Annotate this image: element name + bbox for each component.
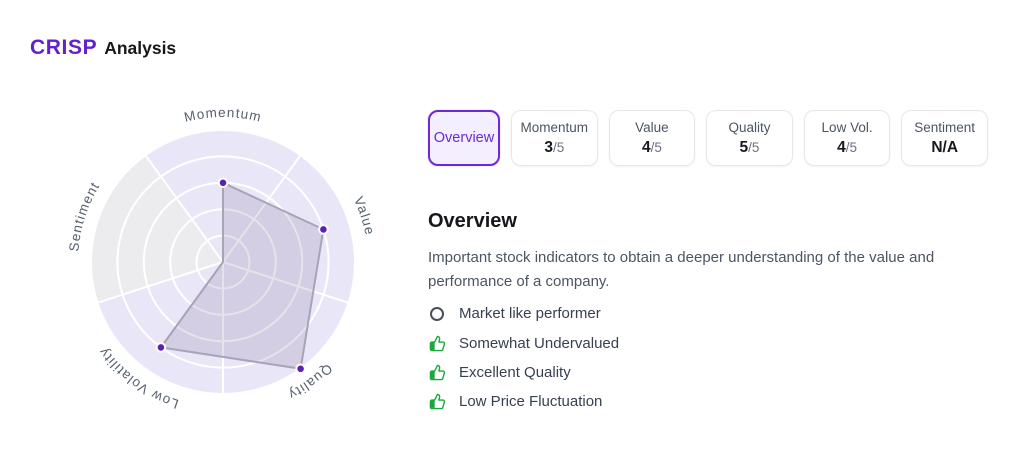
radar-series-polygon: [159, 181, 325, 370]
radar-data-points: [155, 177, 329, 375]
circle-icon: [428, 305, 446, 323]
axis-label-momentum: Momentum: [183, 105, 264, 125]
indicator-label: Low Price Fluctuation: [459, 393, 603, 411]
grid-spokes: [97, 154, 349, 394]
tab-momentum-score: 3/5: [544, 138, 565, 156]
tab-overview[interactable]: Overview: [428, 110, 500, 166]
radar-point-quality: [295, 363, 306, 375]
thumb-up-icon: [428, 334, 446, 352]
tab-value-score: 4/5: [641, 138, 662, 156]
axis-label-value: Value: [351, 194, 378, 237]
score-tabs: Overview Momentum 3/5 Value 4/5 Quality …: [428, 110, 988, 166]
tab-quality-label: Quality: [728, 119, 771, 135]
radar-point-value: [318, 224, 329, 235]
tab-low-vol-score: 4/5: [837, 138, 858, 156]
indicator-label: Somewhat Undervalued: [459, 334, 620, 352]
brand-suffix: Analysis: [104, 38, 177, 58]
tab-quality-score: 5/5: [739, 138, 760, 156]
details-panel: Overview Momentum 3/5 Value 4/5 Quality …: [428, 110, 988, 417]
brand-wordmark: CRISP: [30, 36, 98, 59]
na-sector: [91, 155, 223, 303]
radar-point-low-volatility: [155, 342, 167, 353]
tab-sentiment-score: N/A: [931, 138, 959, 156]
radar-chart: Momentum Value Quality Low Volatility Se…: [43, 82, 403, 442]
list-item: Excellent Quality: [428, 358, 988, 387]
tab-value-label: Value: [635, 119, 669, 135]
tab-quality[interactable]: Quality 5/5: [706, 110, 793, 166]
thumb-up-icon: [428, 363, 446, 381]
overview-description: Important stock indicators to obtain a d…: [428, 249, 935, 290]
tab-low-vol[interactable]: Low Vol. 4/5: [803, 110, 891, 166]
page-title: Overview: [428, 210, 517, 232]
tab-momentum-label: Momentum: [520, 119, 589, 135]
app-logo: CRISP Analysis: [30, 36, 176, 60]
tab-sentiment[interactable]: Sentiment N/A: [901, 110, 988, 166]
radar-chart-svg: Momentum Value Quality Low Volatility Se…: [66, 105, 378, 412]
tab-value[interactable]: Value 4/5: [608, 110, 696, 166]
tab-low-vol-label: Low Vol.: [821, 119, 873, 135]
indicator-label: Market like performer: [459, 305, 601, 323]
list-item: Market like performer: [428, 299, 988, 328]
tab-momentum[interactable]: Momentum 3/5: [511, 110, 598, 166]
list-item: Somewhat Undervalued: [428, 328, 988, 357]
tab-overview-label: Overview: [433, 130, 495, 146]
indicator-list: Market like performer Somewhat Undervalu…: [428, 299, 988, 417]
tab-sentiment-label: Sentiment: [914, 119, 976, 135]
thumb-up-icon: [428, 393, 446, 411]
indicator-label: Excellent Quality: [459, 363, 571, 381]
radar-point-momentum: [217, 177, 229, 189]
list-item: Low Price Fluctuation: [428, 387, 988, 416]
